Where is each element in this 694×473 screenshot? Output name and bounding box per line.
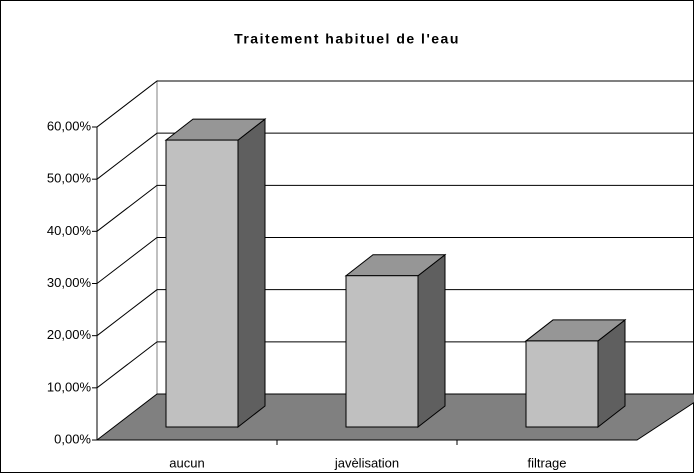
y-tick-label: 60,00%: [47, 118, 92, 133]
bar: [164, 118, 267, 429]
chart-title: Traitement habituel de l'eau: [234, 31, 460, 47]
grid-line: [96, 341, 694, 389]
x-tick-label: filtrage: [527, 455, 566, 470]
grid-line: [96, 184, 694, 232]
x-tick-label: aucun: [169, 455, 204, 470]
bar-front: [165, 139, 239, 428]
bar-side: [237, 118, 266, 429]
bar-front: [525, 340, 599, 428]
grid-line: [96, 132, 694, 180]
y-tick-label: 0,00%: [54, 431, 91, 446]
grid-line: [96, 80, 694, 128]
y-tick-label: 30,00%: [47, 275, 92, 290]
y-tick-label: 20,00%: [47, 327, 92, 342]
y-tick-label: 40,00%: [47, 223, 92, 238]
bar: [344, 253, 447, 429]
grid-line: [96, 289, 694, 337]
bar: [524, 318, 627, 429]
bar-front: [345, 275, 419, 428]
bar-side: [417, 253, 446, 429]
y-tick-label: 50,00%: [47, 171, 92, 186]
grid-line: [96, 237, 694, 284]
y-tick-label: 10,00%: [47, 379, 92, 394]
x-tick-label: javèlisation: [334, 455, 399, 470]
